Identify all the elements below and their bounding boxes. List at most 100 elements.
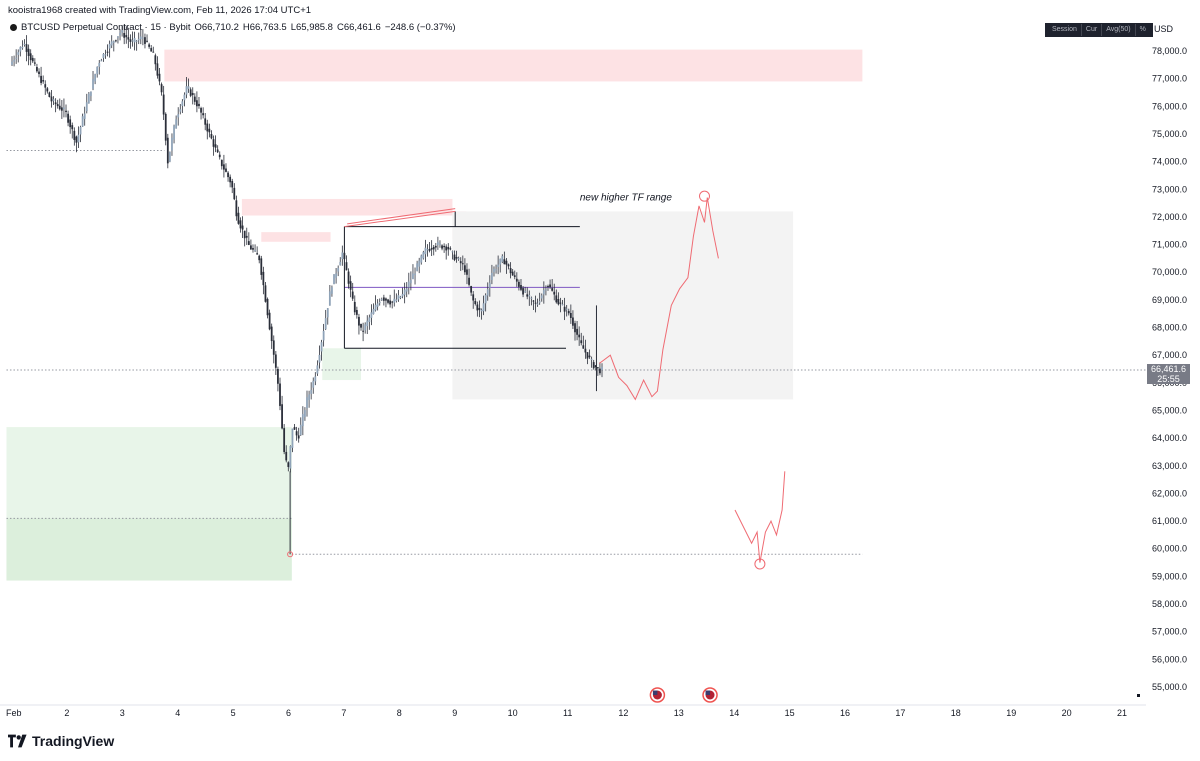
candle-body [592,362,595,369]
candle-body [33,62,36,64]
x-tick-label: 12 [618,708,628,718]
candle-body [112,41,115,43]
candle-body [214,144,217,148]
toolbar-session[interactable]: Session [1048,24,1082,36]
tradingview-logo[interactable]: TradingView [8,733,114,749]
y-tick-label: 63,000.0 [1152,461,1187,471]
toolbar-percent[interactable]: % [1139,26,1146,33]
candle-body [17,52,20,55]
candle-body [58,105,61,110]
candle-body [29,53,32,61]
target-circle-1 [754,558,766,570]
candles-layer [11,24,603,558]
candle-body [499,258,502,265]
candle-body [114,40,117,42]
x-tick-label: 14 [729,708,739,718]
candle-body [584,348,587,353]
candle-body [274,354,277,368]
candle-body [578,334,581,338]
candle-body [314,376,317,382]
y-tick-label: 57,000.0 [1152,627,1187,637]
candle-body [599,368,601,374]
toolbar-avg[interactable]: Avg(50) [1102,24,1136,36]
x-tick-label: 17 [895,708,905,718]
candle-body [110,41,113,46]
candle-body [156,63,159,76]
candle-body [507,264,510,267]
candle-body [322,330,325,341]
candle-body [117,36,119,38]
candle-body [90,91,92,96]
toolbar-cur[interactable]: Cur [1082,24,1103,36]
last-price-badge: 66,461.6 25:55 [1147,364,1190,384]
x-tick-label: 9 [452,708,457,718]
ohlc-change: −248.6 (−0.37%) [384,22,456,33]
candle-body [229,176,232,183]
candle-body [212,139,215,147]
candle-body [580,340,583,344]
candle-body [104,54,107,56]
candle-body [21,46,24,49]
candle-body [326,308,329,318]
candle-body [447,246,450,250]
candle-body [532,300,535,302]
candle-body [25,44,28,52]
candle-body [574,323,576,333]
candle-body [324,318,327,330]
axis-layer: 55,000.0 56,000.0 57,000.0 58,000.0 59,000.0… [0,46,1187,718]
candle-body [98,62,101,67]
ohlc-open: O66,710.2 [194,22,239,33]
candle-body [518,281,520,287]
candle-body [522,288,524,295]
candle-body [158,73,161,82]
y-tick-label: 55,000.0 [1152,682,1187,692]
candle-body [144,37,146,44]
candle-body [160,84,163,93]
projection-down [734,471,786,563]
candle-body [179,109,182,112]
candle-body [291,428,294,448]
candle-body [420,255,423,263]
candle-body [129,39,132,42]
candle-body [289,446,292,469]
candle-body [23,43,26,45]
candle-body [85,102,88,112]
candle-body [198,103,200,107]
candle-body [295,431,298,436]
candle-body [252,248,254,250]
candle-body [497,264,500,268]
candle-body [48,92,51,97]
candle-body [553,291,556,295]
candle-body [146,40,148,42]
levels-layer [6,150,1148,555]
candle-body [164,113,167,141]
tradingview-icon [8,734,27,748]
candle-body [320,342,323,352]
candle-body [52,99,55,101]
attribution-text: kooistra1968 created with TradingView.co… [8,5,312,16]
y-tick-label: 72,000.0 [1152,212,1187,222]
candle-body [432,246,435,250]
y-tick-label: 69,000.0 [1152,295,1187,305]
candle-body [540,295,543,299]
candle-body [353,301,356,313]
candle-body [258,255,261,261]
candle-body [46,88,49,92]
candle-body [237,212,240,224]
candle-body [285,451,288,461]
currency-label[interactable]: USD [1154,24,1174,34]
candle-body [561,304,564,306]
candle-body [19,47,22,52]
candle-body [173,125,175,140]
symbol-name[interactable]: BTCUSD Perpetual Contract · 15 · Bybit [21,22,191,33]
candle-body [264,285,267,302]
candle-body [449,248,452,250]
candle-body [279,383,281,406]
candle-body [582,345,585,349]
candle-body [137,38,140,41]
candle-body [468,277,470,285]
candle-body [439,243,441,245]
candle-body [208,128,211,133]
candle-body [430,248,433,250]
